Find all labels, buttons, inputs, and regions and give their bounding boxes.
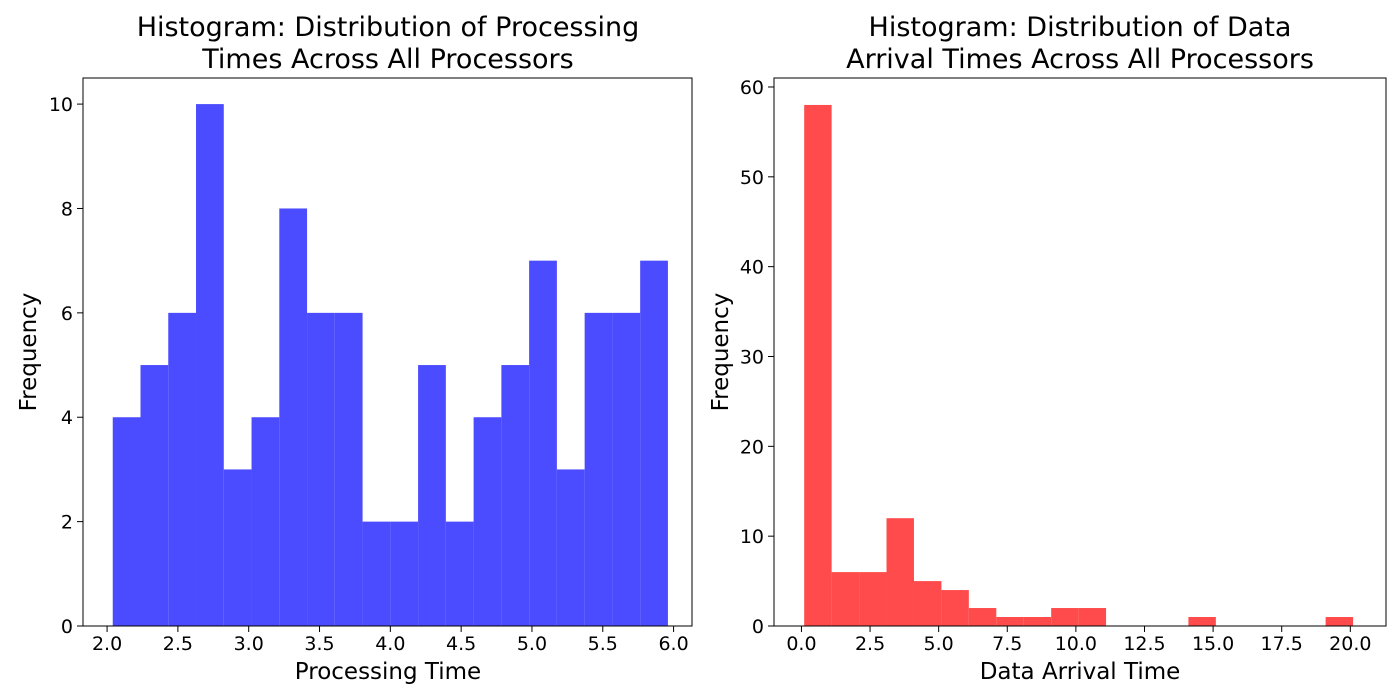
histogram-bar xyxy=(1188,617,1216,626)
x-axis-ticks: 2.0 2.5 3.0 3.5 4.0 4.5 5.0 5.5 6.0 xyxy=(92,626,689,655)
x-tick-label: 6.0 xyxy=(658,633,688,655)
y-tick-label: 8 xyxy=(61,198,73,220)
histogram-bar xyxy=(168,312,197,626)
histogram-bar xyxy=(996,617,1024,626)
histogram-bar xyxy=(831,572,860,626)
histogram-bar xyxy=(418,365,446,626)
y-axis-label: Frequency xyxy=(16,293,42,412)
x-tick-label: 3.5 xyxy=(304,633,334,655)
histogram-bar xyxy=(1051,608,1079,626)
data-arrival-time-histogram: Histogram: Distribution of Data Arrival … xyxy=(708,12,1387,685)
histogram-bar xyxy=(334,312,363,626)
histogram-bar xyxy=(279,208,308,626)
y-tick-label: 0 xyxy=(752,616,764,638)
histogram-bar xyxy=(804,104,832,627)
y-tick-label: 2 xyxy=(61,512,73,534)
x-tick-label: 2.0 xyxy=(92,633,122,655)
y-tick-label: 10 xyxy=(740,526,764,548)
x-axis-label: Data Arrival Time xyxy=(980,659,1181,685)
x-axis-ticks: 0.0 2.5 5.0 7.5 10.0 12.5 15.0 17.5 20.0 xyxy=(786,626,1371,655)
histogram-bar xyxy=(941,590,969,626)
x-tick-label: 7.5 xyxy=(992,633,1022,655)
histogram-bar xyxy=(112,417,141,626)
histogram-bar xyxy=(251,417,280,626)
histogram-bar xyxy=(612,312,641,626)
histogram-bar xyxy=(1078,608,1107,626)
histogram-bar xyxy=(886,518,914,626)
x-tick-label: 17.5 xyxy=(1261,633,1303,655)
x-tick-label: 2.5 xyxy=(855,633,885,655)
histogram-bar xyxy=(584,312,613,626)
histogram-bar xyxy=(390,521,419,626)
x-tick-label: 2.5 xyxy=(163,633,193,655)
x-tick-label: 20.0 xyxy=(1329,633,1371,655)
histogram-bar xyxy=(223,469,252,626)
histogram-bar xyxy=(859,572,887,626)
chart-title-line-1: Histogram: Distribution of Processing xyxy=(137,12,640,43)
chart-title-line-2: Arrival Times Across All Processors xyxy=(846,44,1314,75)
y-tick-label: 40 xyxy=(740,257,764,279)
histogram-bar xyxy=(1023,617,1052,626)
y-tick-label: 0 xyxy=(61,616,73,638)
x-axis-label: Processing Time xyxy=(295,659,481,685)
histogram-bar xyxy=(362,521,391,626)
x-tick-label: 5.0 xyxy=(517,633,547,655)
x-tick-label: 5.0 xyxy=(924,633,954,655)
plot-area-frame xyxy=(773,77,1387,627)
histogram-bar xyxy=(445,521,474,626)
y-tick-label: 4 xyxy=(61,407,73,429)
y-tick-label: 20 xyxy=(740,436,764,458)
x-tick-label: 15.0 xyxy=(1192,633,1234,655)
histogram-bar xyxy=(1325,617,1354,626)
histogram-bar xyxy=(968,608,997,626)
histogram-bar xyxy=(556,469,585,626)
chart-title-line-2: Times Across All Processors xyxy=(201,44,573,75)
y-tick-label: 60 xyxy=(740,77,764,99)
y-axis-ticks: 0 2 4 6 8 10 xyxy=(49,94,83,638)
x-tick-label: 0.0 xyxy=(786,633,816,655)
chart-title-line-1: Histogram: Distribution of Data xyxy=(869,12,1292,43)
bars xyxy=(112,104,668,627)
x-tick-label: 4.0 xyxy=(375,633,405,655)
y-axis-ticks: 0 10 20 30 40 50 60 xyxy=(740,77,774,638)
histogram-bar xyxy=(501,365,530,626)
y-tick-label: 6 xyxy=(61,303,73,325)
histogram-bar xyxy=(196,104,224,627)
bars xyxy=(804,104,1354,627)
y-tick-label: 10 xyxy=(49,94,73,116)
x-tick-label: 5.5 xyxy=(588,633,618,655)
y-tick-label: 30 xyxy=(740,346,764,368)
x-tick-label: 3.0 xyxy=(234,633,264,655)
processing-time-histogram: Histogram: Distribution of Processing Ti… xyxy=(16,12,693,685)
plot-area-frame xyxy=(82,77,693,627)
histogram-bar xyxy=(473,417,502,626)
histogram-bar xyxy=(529,260,557,626)
y-axis-label: Frequency xyxy=(708,293,734,412)
y-tick-label: 50 xyxy=(740,167,764,189)
histogram-bar xyxy=(140,365,169,626)
histogram-bar xyxy=(640,260,668,626)
x-tick-label: 10.0 xyxy=(1055,633,1097,655)
histogram-bar xyxy=(913,581,942,626)
x-tick-label: 4.5 xyxy=(446,633,476,655)
x-tick-label: 12.5 xyxy=(1123,633,1165,655)
histogram-bar xyxy=(307,312,335,626)
